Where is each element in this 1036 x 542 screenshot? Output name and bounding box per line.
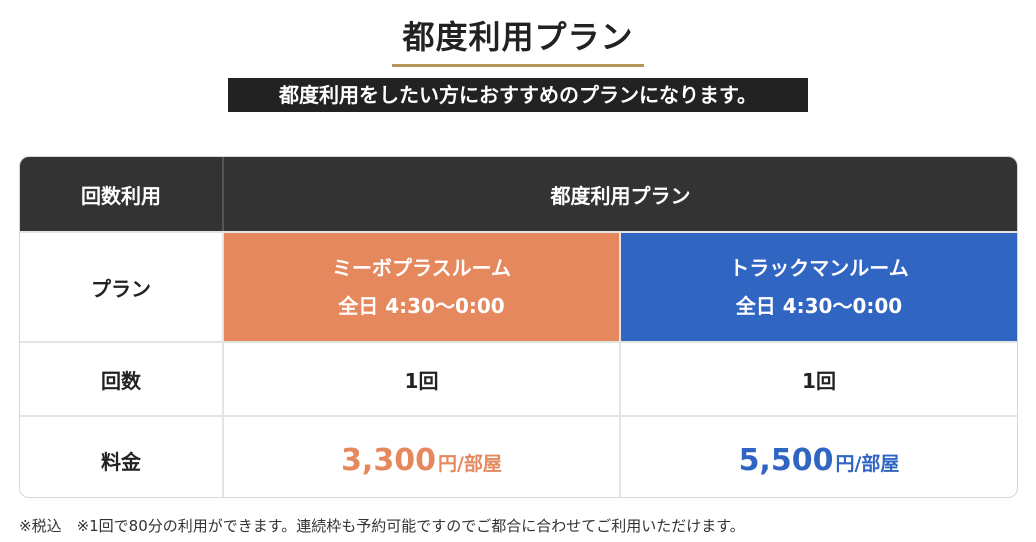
price-unit-mevo: 円/部屋 (437, 452, 502, 475)
table-row-count: 回数 1回 1回 (20, 343, 1017, 417)
table-row-plan: プラン ミーボプラスルーム 全日 4:30〜0:00 トラックマンルーム 全日 … (20, 233, 1017, 343)
price-amount-mevo: 3,300 (341, 442, 436, 478)
count-trackman: 1回 (802, 368, 836, 393)
plan-cell-trackman: トラックマンルーム 全日 4:30〜0:00 (621, 233, 1017, 341)
row-label-count: 回数 (20, 343, 224, 415)
price-amount-trackman: 5,500 (738, 442, 834, 478)
price-unit-trackman: 円/部屋 (835, 452, 900, 475)
price-mevo: 3,300 円/部屋 (224, 417, 621, 497)
title-underline (392, 64, 644, 67)
count-mevo: 1回 (224, 343, 621, 415)
row-label-price: 料金 (20, 417, 224, 497)
plan-name-trackman: トラックマンルーム (729, 256, 909, 280)
table-row-price: 料金 3,300 円/部屋 5,500 円/部屋 (20, 417, 1017, 497)
plan-time-mevo: 全日 4:30〜0:00 (338, 294, 505, 318)
header-count-usage: 回数利用 (20, 157, 224, 231)
plan-name-mevo: ミーボプラスルーム (332, 256, 511, 280)
plan-cell-mevo: ミーボプラスルーム 全日 4:30〜0:00 (224, 233, 621, 341)
price-trackman: 5,500 円/部屋 (621, 417, 1017, 497)
subtitle-banner: 都度利用をしたい方におすすめのプランになります。 (228, 78, 808, 112)
header-plan: 都度利用プラン (550, 183, 691, 208)
plan-time-trackman: 全日 4:30〜0:00 (735, 294, 903, 318)
page-title: 都度利用プラン (402, 18, 634, 56)
plan-table: 回数利用 都度利用プラン プラン ミーボプラスルーム 全日 4:30〜0:00 … (19, 156, 1018, 498)
table-header-row: 回数利用 都度利用プラン (20, 157, 1017, 233)
row-label-plan: プラン (20, 233, 224, 341)
footnote: ※税込 ※1回で80分の利用ができます。連続枠も予約可能ですのでご都合に合わせて… (19, 517, 745, 535)
